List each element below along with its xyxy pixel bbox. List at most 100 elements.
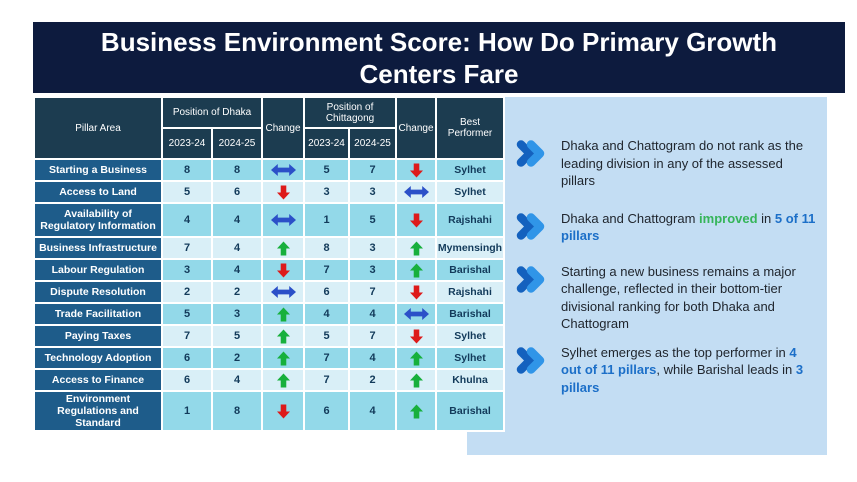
table-row: Environment Regulations and Standard 1 8… (33, 390, 506, 432)
best-performer-cell: Barishal (435, 390, 506, 432)
chittagong-2023-24-cell: 5 (303, 324, 351, 348)
pillar-cell: Technology Adoption (33, 346, 163, 370)
chittagong-2023-24-cell: 1 (303, 202, 351, 238)
trend-same-icon (270, 286, 296, 298)
header-change-dhaka: Change (261, 96, 306, 160)
dhaka-2024-25-cell: 4 (210, 236, 264, 260)
dhaka-2023-24-cell: 4 (161, 202, 213, 238)
insight-segment-normal: Starting a new business remains a major … (561, 263, 796, 332)
table-row: Technology Adoption 6 2 7 4 Sylhet (33, 346, 506, 370)
trend-down-icon (409, 163, 423, 177)
dhaka-2024-25-cell: 5 (210, 324, 264, 348)
table-row: Availability of Regulatory Information 4… (33, 202, 506, 238)
pillar-cell: Business Infrastructure (33, 236, 163, 260)
header-dhaka-year-2024-25: 2024-25 (210, 127, 264, 160)
trend-same-icon (270, 214, 296, 226)
trend-same-icon (403, 308, 429, 320)
dhaka-change-cell (261, 302, 306, 326)
trend-up-icon (409, 351, 423, 365)
insight-item: Starting a new business remains a major … (515, 263, 819, 333)
insight-text: Sylhet emerges as the top performer in 4… (561, 344, 819, 397)
pillar-cell: Labour Regulation (33, 258, 163, 282)
dhaka-change-cell (261, 324, 306, 348)
dhaka-change-cell (261, 202, 306, 238)
trend-down-icon (409, 285, 423, 299)
chittagong-2023-24-cell: 4 (303, 302, 351, 326)
chittagong-2024-25-cell: 5 (348, 202, 398, 238)
trend-up-icon (276, 329, 290, 343)
chittagong-change-cell (395, 180, 438, 204)
table-row: Trade Facilitation 5 3 4 4 Barishal (33, 302, 506, 326)
dhaka-2024-25-cell: 3 (210, 302, 264, 326)
insight-text: Dhaka and Chattogram do not rank as the … (561, 137, 819, 190)
chittagong-2024-25-cell: 4 (348, 302, 398, 326)
dhaka-change-cell (261, 346, 306, 370)
header-chittagong-year-2023-24: 2023-24 (303, 127, 351, 160)
trend-down-icon (276, 404, 290, 418)
table-header: Pillar Area Position of Dhaka Change Pos… (33, 96, 506, 160)
header-position-of-chittagong: Position of Chittagong (303, 96, 398, 129)
dhaka-2023-24-cell: 7 (161, 324, 213, 348)
insight-panel: Dhaka and Chattogram do not rank as the … (467, 97, 827, 455)
dhaka-2024-25-cell: 8 (210, 390, 264, 432)
pillar-cell: Environment Regulations and Standard (33, 390, 163, 432)
chittagong-2023-24-cell: 7 (303, 346, 351, 370)
best-performer-cell: Sylhet (435, 180, 506, 204)
pillar-cell: Paying Taxes (33, 324, 163, 348)
chevron-bullet-icon (515, 212, 549, 245)
chittagong-2024-25-cell: 3 (348, 258, 398, 282)
header-change-chittagong: Change (395, 96, 438, 160)
pillar-cell: Access to Finance (33, 368, 163, 392)
trend-up-icon (276, 307, 290, 321)
slide-title: Business Environment Score: How Do Prima… (100, 26, 778, 89)
header-position-of-dhaka: Position of Dhaka (160, 96, 264, 129)
trend-down-icon (276, 263, 290, 277)
chittagong-2023-24-cell: 6 (303, 280, 351, 304)
best-performer-cell: Khulna (435, 368, 506, 392)
best-performer-cell: Mymensingh (435, 236, 506, 260)
dhaka-2023-24-cell: 5 (161, 180, 213, 204)
chittagong-change-cell (395, 258, 438, 282)
insight-item: Dhaka and Chattogram improved in 5 of 11… (515, 210, 819, 245)
chittagong-2024-25-cell: 7 (348, 324, 398, 348)
insight-segment-blue: 4 out of 11 pillars (561, 344, 797, 378)
insight-segment-blue: 5 of 11 pillars (561, 210, 816, 244)
header-pillar-area: Pillar Area (33, 96, 163, 160)
header-best-performer: Best Performer (435, 96, 506, 160)
insight-segment-normal: Sylhet emerges as the top performer in (561, 344, 790, 360)
dhaka-change-cell (261, 390, 306, 432)
dhaka-2024-25-cell: 2 (210, 280, 264, 304)
trend-down-icon (276, 185, 290, 199)
trend-up-icon (276, 351, 290, 365)
header-dhaka-year-2023-24: 2023-24 (161, 127, 213, 160)
insight-text: Starting a new business remains a major … (561, 263, 819, 333)
trend-up-icon (409, 263, 423, 277)
pillar-cell: Trade Facilitation (33, 302, 163, 326)
table-row: Access to Land 5 6 3 3 Sylhet (33, 180, 506, 204)
chittagong-change-cell (395, 236, 438, 260)
trend-up-icon (409, 373, 423, 387)
trend-up-icon (409, 404, 423, 418)
best-performer-cell: Barishal (435, 258, 506, 282)
trend-down-icon (409, 213, 423, 227)
chittagong-2023-24-cell: 3 (303, 180, 351, 204)
insight-segment-normal: in (757, 210, 775, 226)
insight-segment-normal: Dhaka and Chattogram (561, 210, 700, 226)
dhaka-change-cell (261, 258, 306, 282)
insight-segment-normal: , while Barishal leads in (656, 362, 796, 377)
dhaka-2024-25-cell: 4 (210, 202, 264, 238)
dhaka-2023-24-cell: 1 (161, 390, 213, 432)
table-row: Dispute Resolution 2 2 6 7 Rajshahi (33, 280, 506, 304)
best-performer-cell: Rajshahi (435, 280, 506, 304)
chittagong-change-cell (395, 346, 438, 370)
dhaka-2023-24-cell: 6 (161, 346, 213, 370)
dhaka-2023-24-cell: 8 (161, 158, 213, 182)
pillar-cell: Availability of Regulatory Information (33, 202, 163, 238)
dhaka-2023-24-cell: 7 (161, 236, 213, 260)
dhaka-change-cell (261, 368, 306, 392)
trend-up-icon (409, 241, 423, 255)
chittagong-change-cell (395, 324, 438, 348)
chittagong-2023-24-cell: 6 (303, 390, 351, 432)
best-performer-cell: Sylhet (435, 346, 506, 370)
